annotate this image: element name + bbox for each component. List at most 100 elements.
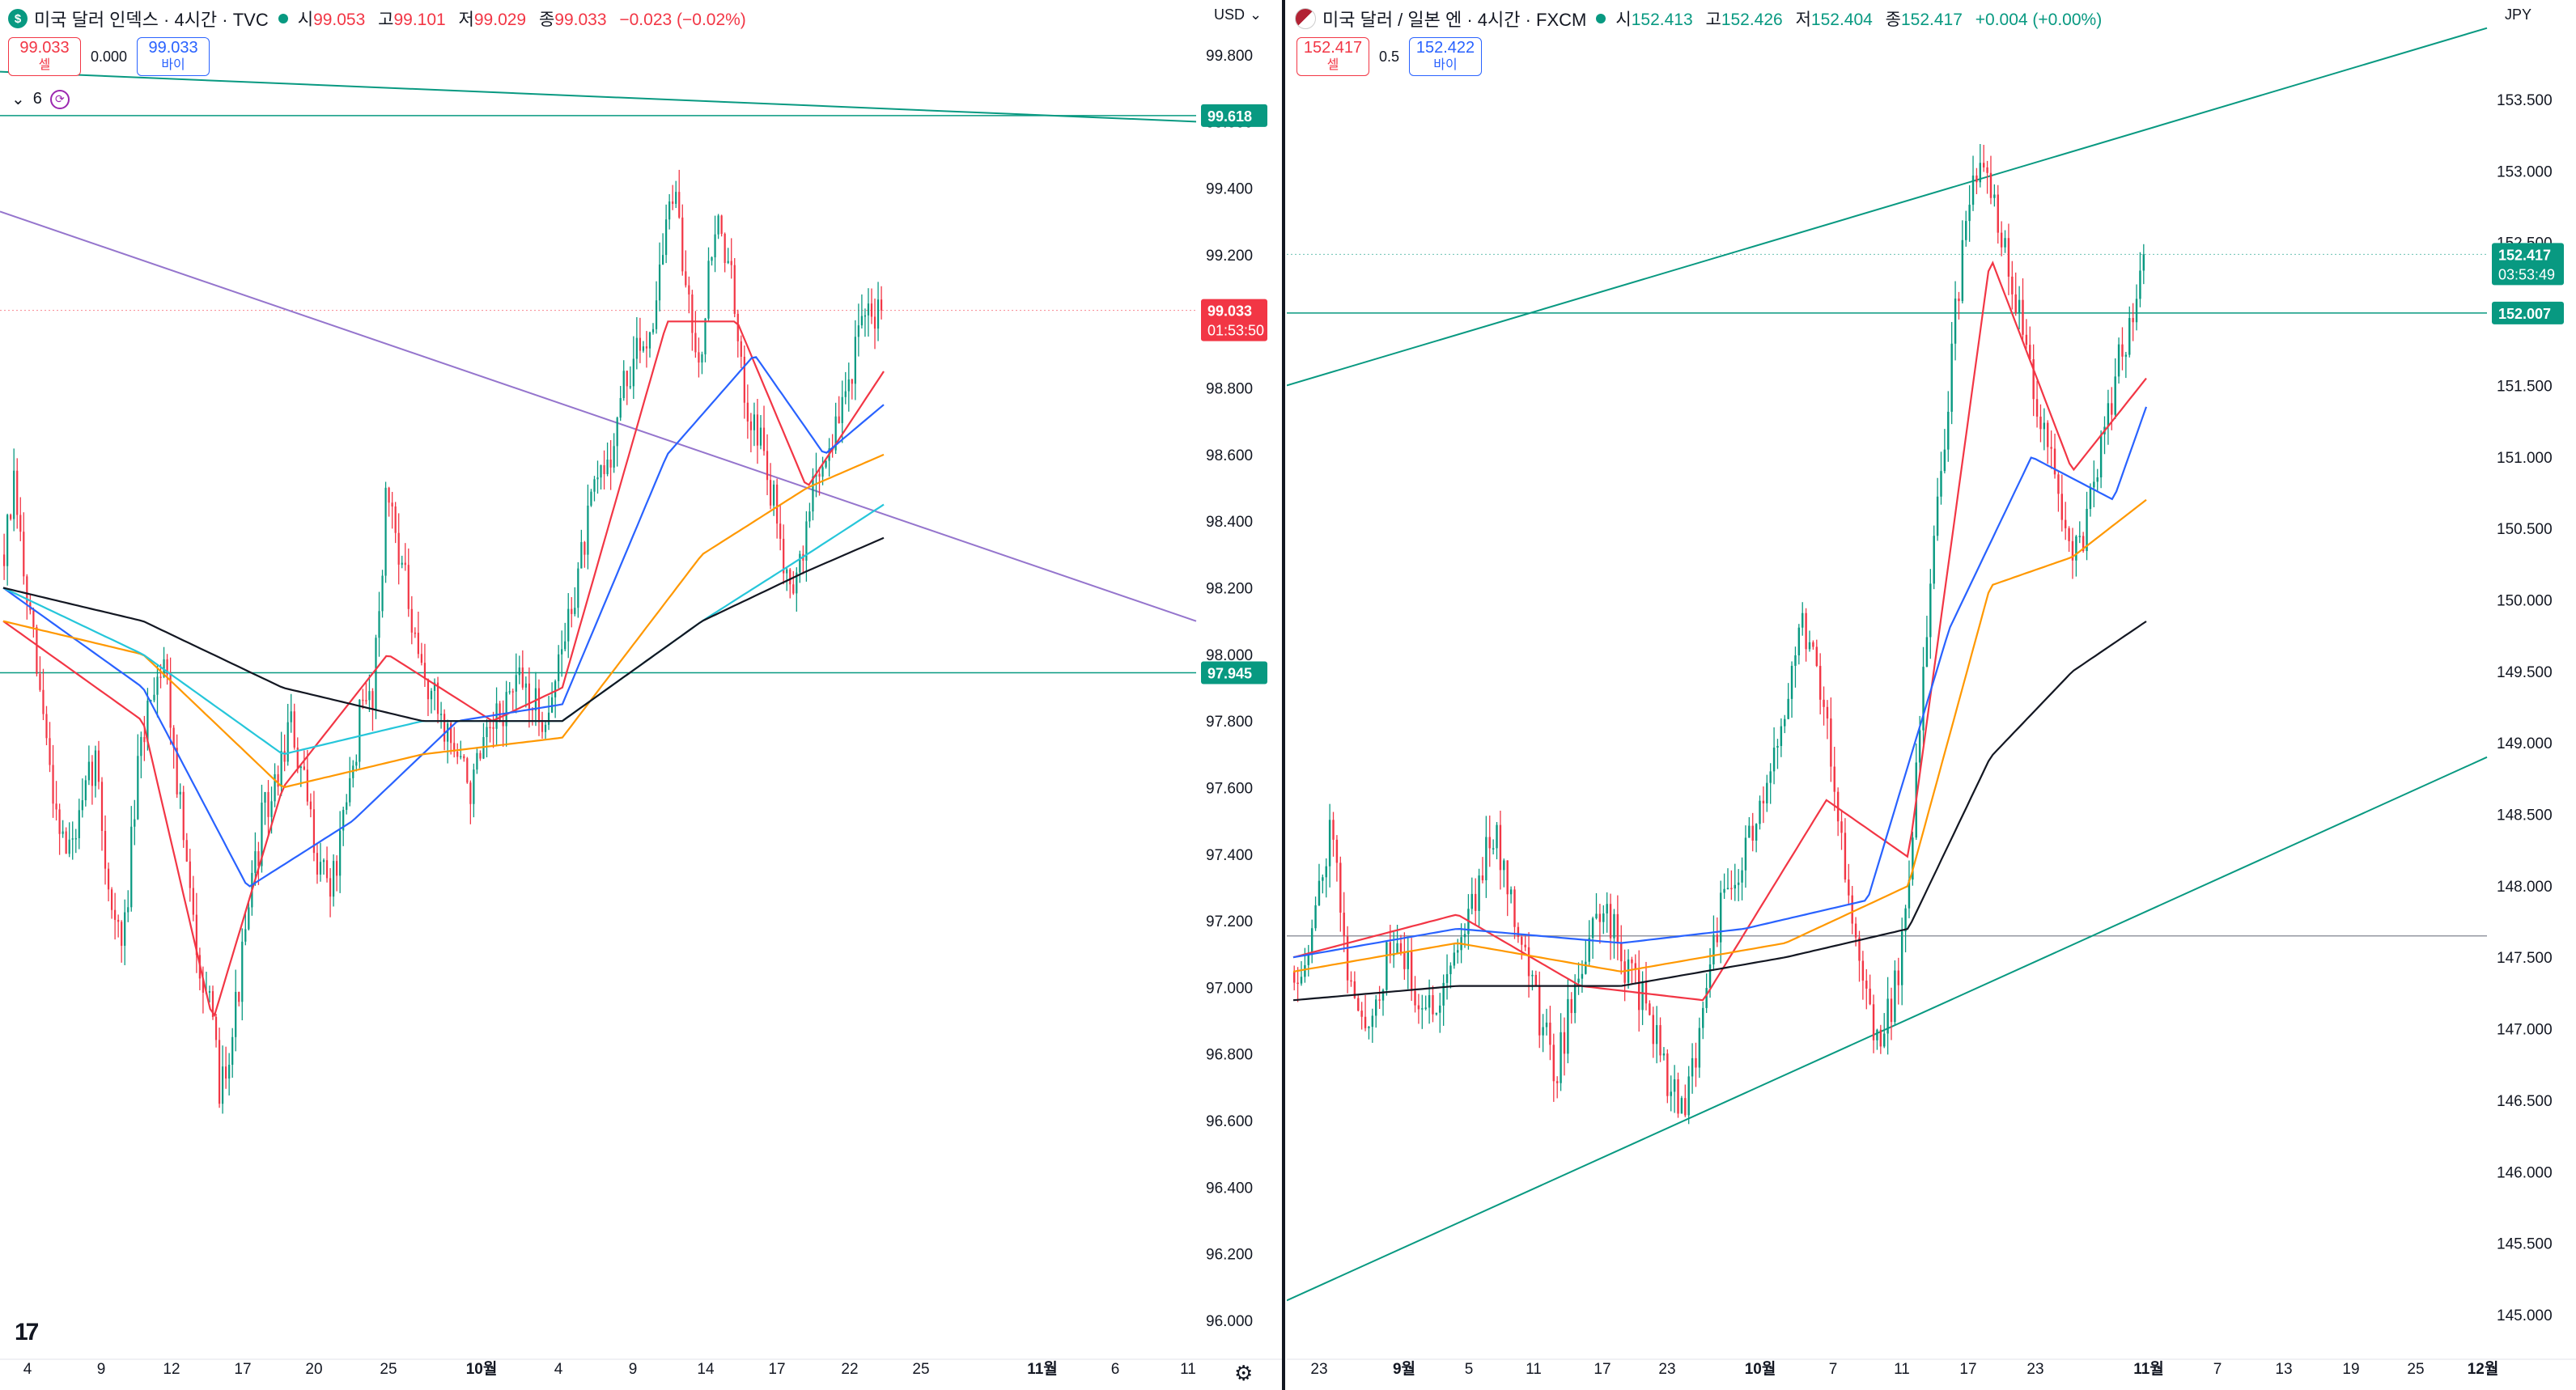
candle-body: [825, 460, 827, 468]
price-tick-label: 146.500: [2497, 1093, 2553, 1110]
usdjpy-buy-button[interactable]: 152.422 바이: [1409, 37, 1483, 76]
candle-body: [1997, 194, 1999, 233]
moving-average-line: [2, 320, 885, 1018]
indicators-count: 6: [32, 90, 42, 108]
candle-body: [1560, 1032, 1562, 1083]
time-tick-label: 11월: [1027, 1360, 1058, 1378]
candle-body: [1734, 884, 1736, 889]
dxy-chart-canvas[interactable]: 96.000 96.200 96.400 96.600 96.800 97.000 97.2…: [0, 0, 1282, 1390]
dxy-currency-select[interactable]: USD ⌄: [1214, 6, 1263, 23]
candle-body: [1581, 973, 1584, 979]
candle-body: [857, 325, 859, 337]
candle-body: [1314, 905, 1317, 929]
candle-body: [609, 460, 612, 468]
usdjpy-symbol-title[interactable]: 미국 달러 / 일본 엔 · 4시간 · FXCM: [1322, 10, 1587, 30]
candle-body: [2022, 299, 2024, 335]
candle-body: [1912, 837, 1914, 880]
time-tick-label: 25: [2407, 1361, 2424, 1378]
candle-body: [769, 480, 772, 506]
price-tick-label: 98.200: [1206, 581, 1253, 598]
time-tick-label: 9: [97, 1361, 106, 1378]
candle-body: [749, 421, 753, 430]
candle-body: [1620, 943, 1623, 962]
candle-body: [156, 676, 159, 695]
candle-body: [635, 337, 638, 359]
candle-body: [1602, 913, 1605, 922]
candle-body: [1517, 926, 1520, 937]
candle-body: [655, 300, 658, 329]
price-tick-label: 96.200: [1206, 1247, 1253, 1264]
candle-body: [134, 819, 136, 827]
candle-body: [58, 809, 61, 834]
candle-body: [733, 265, 736, 314]
candle-body: [596, 477, 599, 480]
time-tick-label: 4: [23, 1361, 32, 1378]
moving-average-line: [1292, 498, 2147, 973]
candle-body: [1399, 943, 1403, 952]
candle-body: [473, 769, 475, 804]
candle-body: [590, 491, 592, 506]
candle-body: [1381, 990, 1385, 1001]
candle-body: [564, 641, 567, 650]
dollar-icon: $: [8, 9, 28, 28]
candle-body: [658, 265, 661, 301]
candle-body: [264, 791, 266, 803]
candle-body: [1457, 950, 1459, 953]
price-tick-label: 150.500: [2497, 521, 2553, 538]
usdjpy-currency-select[interactable]: JPY: [2505, 6, 2532, 23]
candle-body: [515, 675, 517, 692]
candle-body: [1396, 943, 1398, 954]
usdjpy-spread: 0.5: [1379, 48, 1400, 65]
candle-body: [159, 676, 162, 678]
candle-body: [433, 682, 436, 691]
price-tag-value: 152.417: [2498, 247, 2551, 263]
tradingview-logo-icon[interactable]: 17: [15, 1319, 39, 1346]
dxy-sell-button[interactable]: 99.033 셀: [8, 37, 81, 76]
candle-body: [1922, 667, 1925, 731]
candle-body: [1698, 1028, 1701, 1068]
candle-body: [316, 853, 319, 875]
candle-body: [140, 736, 142, 756]
candle-body: [23, 532, 25, 577]
candle-body: [701, 354, 703, 363]
candle-body: [290, 711, 292, 723]
candle-body: [2000, 232, 2003, 248]
candle-body: [2107, 403, 2110, 427]
usdjpy-chart-panel[interactable]: 145.000 145.500 146.000 146.500 147.000 147.5…: [1287, 0, 2576, 1390]
candle-body: [359, 699, 361, 762]
candle-body: [1616, 913, 1619, 943]
candle-body: [13, 470, 15, 519]
candle-body: [1691, 1057, 1694, 1077]
candle-body: [1759, 800, 1761, 824]
candle-body: [1296, 982, 1299, 985]
candle-body: [26, 576, 28, 603]
candle-body: [401, 562, 403, 565]
candle-body: [558, 654, 560, 681]
usdjpy-chart-canvas[interactable]: 145.000 145.500 146.000 146.500 147.000 147.5…: [1287, 0, 2576, 1390]
candle-body: [672, 201, 674, 204]
usdjpy-sell-button[interactable]: 152.417 셀: [1296, 37, 1369, 76]
candle-body: [1304, 964, 1306, 977]
candle-body: [296, 747, 299, 769]
candle-body: [834, 416, 837, 451]
candle-body: [39, 673, 41, 690]
candle-body: [1797, 627, 1801, 655]
candle-body: [698, 352, 700, 363]
candle-body: [691, 294, 694, 333]
dxy-symbol-title[interactable]: 미국 달러 인덱스 · 4시간 · TVC: [34, 10, 269, 30]
indicators-toggle[interactable]: ⌄ 6 ⟳: [11, 89, 70, 109]
price-tick-label: 98.000: [1206, 647, 1253, 664]
candle-body: [127, 907, 129, 913]
candle-body: [404, 562, 406, 566]
candle-body: [208, 991, 211, 993]
candle-body: [476, 752, 478, 770]
dxy-chart-panel[interactable]: 96.000 96.200 96.400 96.600 96.800 97.000 97.2…: [0, 0, 1285, 1390]
gear-icon[interactable]: ⚙: [1234, 1361, 1254, 1385]
price-tag: [2492, 243, 2564, 286]
sync-icon[interactable]: ⟳: [49, 89, 70, 109]
candle-body: [854, 337, 856, 384]
candle-body: [1403, 951, 1406, 969]
candle-body: [325, 860, 329, 879]
dxy-buy-button[interactable]: 99.033 바이: [137, 37, 210, 76]
candle-body: [1307, 952, 1309, 965]
